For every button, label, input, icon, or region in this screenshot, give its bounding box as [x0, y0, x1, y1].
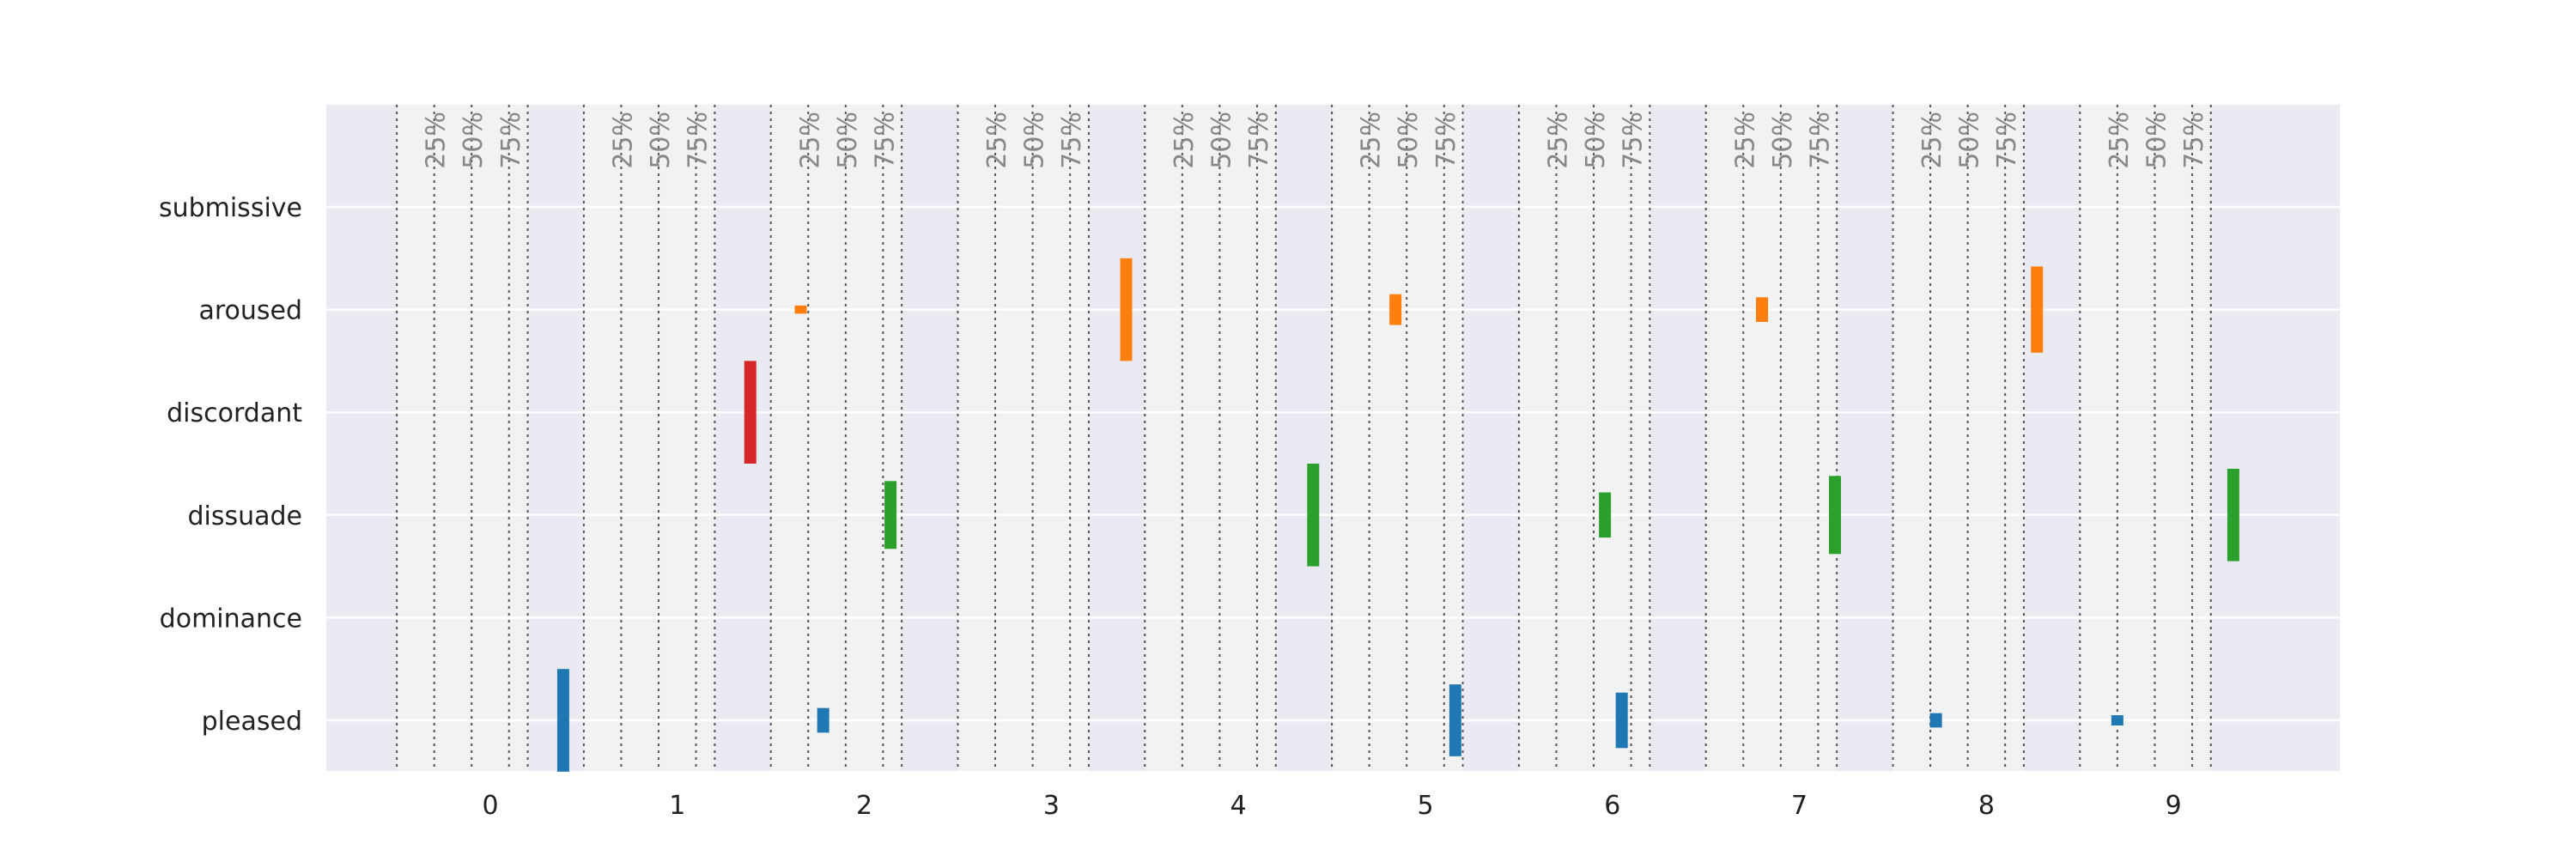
bar-dominance	[1389, 294, 1402, 325]
y-tick-label: submissive	[159, 193, 302, 223]
quartile-label: 75%	[683, 112, 714, 169]
x-tick-label: 7	[1791, 791, 1807, 821]
category-panel	[1145, 105, 1276, 771]
bar-dissuade	[1307, 464, 1320, 567]
quartile-label: 25%	[982, 112, 1012, 169]
bar-dominance	[1756, 297, 1769, 322]
category-panel	[1518, 105, 1650, 771]
x-tick-label: 0	[482, 791, 498, 821]
y-tick-label: discordant	[167, 398, 302, 428]
category-panel	[397, 105, 528, 771]
category-panel	[1893, 105, 2024, 771]
quartile-label: 75%	[1619, 112, 1649, 169]
category-panel	[2080, 105, 2211, 771]
quartile-label: 75%	[1805, 112, 1835, 169]
y-tick-label: dissuade	[187, 501, 302, 531]
bar-dissuade	[2227, 468, 2239, 562]
quartile-label: 25%	[1170, 112, 1200, 169]
bar-pleased	[817, 707, 829, 733]
quartile-label: 50%	[1955, 112, 1985, 169]
bar-pleased	[1615, 692, 1628, 749]
bar-pleased	[2111, 715, 2123, 725]
quartile-label: 50%	[833, 112, 863, 169]
y-tick-label: aroused	[198, 296, 302, 326]
grid-layer	[326, 205, 2340, 722]
quartile-label: 25%	[608, 112, 638, 169]
quartile-label: 75%	[1431, 112, 1461, 169]
quartile-label: 25%	[1543, 112, 1573, 169]
x-tick-label: 3	[1043, 791, 1060, 821]
bar-pleased	[556, 669, 569, 772]
x-tick-label: 5	[1417, 791, 1433, 821]
quartile-label: 50%	[1206, 112, 1236, 169]
x-tick-label: 9	[2166, 791, 2182, 821]
x-tick-label: 1	[669, 791, 685, 821]
bar-dissuade	[1828, 476, 1841, 555]
bar-dominance	[1120, 258, 1133, 361]
quartile-layer	[396, 105, 2212, 771]
category-panel	[583, 105, 715, 771]
bar-pleased	[1449, 684, 1461, 756]
quartile-label: 50%	[1020, 112, 1050, 169]
quartile-label: 50%	[1768, 112, 1798, 169]
quartile-label: 25%	[1730, 112, 1760, 169]
x-tick-label: 2	[856, 791, 872, 821]
x-tick-label: 6	[1604, 791, 1620, 821]
label-layer: 25% 50% 75% 25% 50% 75% 25% 50% 75% 25% 50% 75% 25% 5…	[159, 112, 2209, 821]
quartile-label: 25%	[1357, 112, 1387, 169]
bar-dissuade	[884, 481, 897, 549]
x-tick-label: 8	[1978, 791, 1995, 821]
quartile-label: 75%	[870, 112, 900, 169]
quartile-label: 50%	[646, 112, 676, 169]
quartile-label: 50%	[1581, 112, 1611, 169]
quartile-label: 75%	[1057, 112, 1087, 169]
quartile-label: 75%	[496, 112, 526, 169]
quartile-label: 25%	[795, 112, 825, 169]
category-panel	[770, 105, 902, 771]
bar-dissuade	[1599, 492, 1612, 538]
quartile-label: 75%	[2179, 112, 2209, 169]
bar-layer	[556, 258, 2239, 772]
category-panel	[1332, 105, 1463, 771]
quartile-label: 25%	[1917, 112, 1947, 169]
quartile-label: 75%	[1244, 112, 1274, 169]
bar-discordant	[744, 361, 756, 464]
category-panel	[1705, 105, 1838, 771]
background-layer	[326, 105, 2340, 771]
quartile-label: 50%	[1394, 112, 1424, 169]
x-tick-label: 4	[1230, 791, 1247, 821]
quartile-label: 50%	[459, 112, 489, 169]
quartile-label: 25%	[2105, 112, 2135, 169]
quartile-label: 25%	[422, 112, 452, 169]
bar-pleased	[1929, 713, 1942, 728]
bar-dominance	[2031, 266, 2044, 353]
y-tick-label: dominance	[160, 604, 302, 634]
quartile-label: 75%	[1992, 112, 2022, 169]
category-panel	[957, 105, 1089, 771]
bar-dominance	[794, 305, 807, 314]
y-tick-label: pleased	[202, 707, 302, 737]
quartile-label: 50%	[2142, 112, 2172, 169]
